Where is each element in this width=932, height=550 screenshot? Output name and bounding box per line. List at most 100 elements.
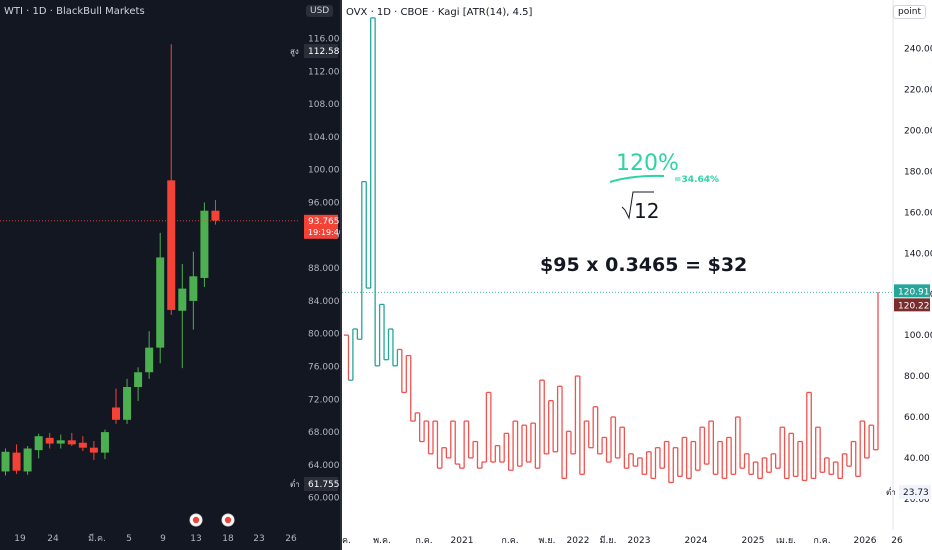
y-tick-label: 180.00 [904, 167, 932, 177]
prev-value-box [894, 298, 930, 312]
x-tick-label: 26 [891, 536, 903, 546]
y-tick-label: 88.000 [308, 264, 340, 274]
candle-body[interactable] [167, 180, 176, 310]
y-tick-label: 200.00 [904, 126, 932, 136]
low-label: 61.755 [308, 480, 340, 490]
x-tick-label: พ.ค. [373, 536, 391, 546]
math-radicand: 12 [634, 199, 659, 223]
low-label-box [304, 477, 338, 491]
y-tick-label: 160.00 [904, 208, 932, 218]
x-tick-label: ก.ค. [415, 536, 432, 546]
ovx-chart-panel[interactable]: 240.00 220.00 200.00 180.00 160.00 140.00 120.… [342, 0, 932, 550]
y-tick-label: 100.00 [904, 331, 932, 341]
candle-body[interactable] [178, 288, 187, 311]
candle-body[interactable] [1, 451, 10, 472]
y-tick-label: 116.000 [308, 35, 340, 45]
candle-body[interactable] [112, 407, 120, 420]
y-tick-label: 96.000 [308, 199, 340, 209]
x-tick-label: 2024 [685, 536, 708, 546]
x-tick-label: 2025 [742, 536, 765, 546]
math-numerator: 120% [616, 151, 679, 176]
y-tick-label: 140.00 [904, 249, 932, 259]
math-result: =34.64% [674, 175, 719, 185]
y-tick-label: 76.000 [308, 363, 340, 373]
candle-body[interactable] [78, 442, 87, 448]
ovx-kagi-chart[interactable]: 240.00 220.00 200.00 180.00 160.00 140.00 120.… [342, 0, 932, 550]
y-tick-label: 80.00 [904, 372, 930, 382]
y-tick-label: 220.00 [904, 86, 932, 96]
event-marker-dot [224, 516, 232, 524]
currency-unit-button[interactable]: USD [306, 5, 334, 17]
candle-body[interactable] [156, 257, 165, 348]
x-tick-label: .ค. [342, 536, 351, 546]
y-tick-label: 40.00 [904, 454, 930, 464]
high-label: 112.585 [308, 47, 340, 57]
candle-body[interactable] [134, 372, 143, 387]
y-tick-label: 60.00 [904, 413, 930, 423]
candle-body[interactable] [200, 210, 209, 278]
x-tick-label: มี.ค. [88, 533, 106, 544]
y-tick-label: 108.000 [308, 100, 340, 110]
y-tick-label: 80.000 [308, 330, 340, 340]
y-tick-label: 68.000 [308, 428, 340, 438]
y-tick-label: 64.000 [308, 461, 340, 471]
y-tick-label: 84.000 [308, 297, 340, 307]
y-tick-label: 240.00 [904, 45, 932, 55]
x-tick-label: 26 [285, 534, 297, 544]
x-tick-label: ก.ค. [813, 536, 830, 546]
y-tick-label: 112.000 [308, 67, 340, 77]
candle-body[interactable] [89, 447, 98, 453]
equation-text: $95 x 0.3465 = $32 [540, 254, 747, 276]
x-tick-label: 2023 [628, 536, 651, 546]
candle-body[interactable] [211, 210, 220, 221]
last-price-label: 93.765 [308, 217, 340, 227]
low-value-box [899, 485, 931, 499]
x-tick-label: พ.ย. [539, 536, 556, 546]
y-tick-label: 20.00 [904, 495, 930, 505]
x-tick-label: 2022 [567, 536, 590, 546]
low-value-label: 23.73 [903, 488, 929, 498]
high-label-box [304, 44, 338, 58]
wti-chart-panel[interactable]: 116.000 112.000 108.000 104.000 100.000 96.00… [0, 0, 340, 550]
candle-body[interactable] [56, 440, 65, 444]
y-tick-label: 72.000 [308, 395, 340, 405]
y-tick-label: 104.000 [308, 133, 340, 143]
ovx-symbol-title[interactable]: OVX · 1D · CBOE · Kagi [ATR(14), 4.5] [346, 7, 533, 18]
x-tick-label: 5 [126, 534, 132, 544]
x-tick-label: 23 [253, 534, 264, 544]
fraction-bar [609, 174, 665, 183]
x-tick-label: เม.ย. [776, 536, 796, 546]
x-tick-label: 9 [160, 534, 166, 544]
y-tick-label: 60.000 [308, 494, 340, 504]
x-tick-label: ก.ค. [501, 536, 518, 546]
last-value-label: 120.91 [898, 287, 930, 297]
x-tick-label: 2026 [854, 536, 877, 546]
candle-body[interactable] [145, 347, 154, 373]
candle-body[interactable] [34, 436, 43, 451]
panel-divider[interactable] [340, 0, 342, 550]
point-unit-button[interactable]: point [893, 5, 926, 19]
x-tick-label: 2021 [451, 536, 474, 546]
candle-body[interactable] [23, 448, 32, 472]
wti-candlestick-chart[interactable]: 116.000 112.000 108.000 104.000 100.000 96.00… [0, 0, 340, 550]
candle-body[interactable] [45, 437, 54, 444]
countdown-label: 19:19:40 [308, 228, 340, 237]
square-root-sign [621, 191, 654, 220]
x-tick-label: มี.ย. [600, 535, 617, 546]
last-price-box [304, 214, 338, 239]
low-tag: ต่ำ [290, 478, 300, 489]
candle-body[interactable] [189, 276, 198, 301]
wti-symbol-title[interactable]: WTI · 1D · BlackBull Markets [4, 6, 145, 17]
prev-value-label: 120.22 [898, 301, 930, 311]
candle-body[interactable] [67, 440, 76, 445]
x-tick-label: 13 [190, 534, 201, 544]
last-value-box [894, 284, 930, 298]
candle-body[interactable] [123, 387, 132, 420]
x-tick-label: 19 [14, 534, 26, 544]
candle-body[interactable] [100, 432, 109, 453]
high-tag: สูง [290, 47, 299, 57]
event-marker-dot [192, 516, 200, 524]
x-tick-label: 18 [222, 534, 234, 544]
low-tag: ต่ำ [886, 486, 896, 497]
candle-body[interactable] [12, 452, 21, 471]
